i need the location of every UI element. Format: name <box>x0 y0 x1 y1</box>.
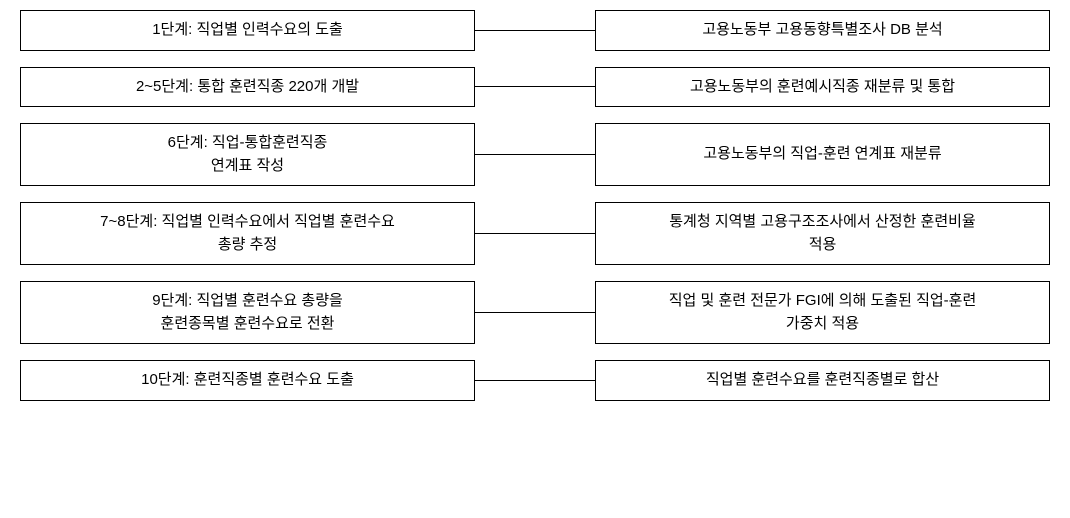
diagram-row: 9단계: 직업별 훈련수요 총량을 훈련종목별 훈련수요로 전환 직업 및 훈련… <box>20 281 1050 344</box>
stage-box-left: 2~5단계: 통합 훈련직종 220개 개발 <box>20 67 475 108</box>
process-diagram: 1단계: 직업별 인력수요의 도출 고용노동부 고용동향특별조사 DB 분석 2… <box>20 10 1050 401</box>
diagram-row: 7~8단계: 직업별 인력수요에서 직업별 훈련수요 총량 추정 통계청 지역별… <box>20 202 1050 265</box>
stage-box-left: 10단계: 훈련직종별 훈련수요 도출 <box>20 360 475 401</box>
stage-box-left: 1단계: 직업별 인력수요의 도출 <box>20 10 475 51</box>
description-box-right: 고용노동부의 훈련예시직종 재분류 및 통합 <box>595 67 1050 108</box>
diagram-row: 6단계: 직업-통합훈련직종 연계표 작성 고용노동부의 직업-훈련 연계표 재… <box>20 123 1050 186</box>
diagram-row: 2~5단계: 통합 훈련직종 220개 개발 고용노동부의 훈련예시직종 재분류… <box>20 67 1050 108</box>
description-box-right: 직업 및 훈련 전문가 FGI에 의해 도출된 직업-훈련 가중치 적용 <box>595 281 1050 344</box>
connector-line <box>475 360 595 401</box>
connector-line <box>475 202 595 265</box>
description-box-right: 통계청 지역별 고용구조조사에서 산정한 훈련비율 적용 <box>595 202 1050 265</box>
description-box-right: 고용노동부 고용동향특별조사 DB 분석 <box>595 10 1050 51</box>
stage-box-left: 9단계: 직업별 훈련수요 총량을 훈련종목별 훈련수요로 전환 <box>20 281 475 344</box>
stage-box-left: 7~8단계: 직업별 인력수요에서 직업별 훈련수요 총량 추정 <box>20 202 475 265</box>
diagram-row: 1단계: 직업별 인력수요의 도출 고용노동부 고용동향특별조사 DB 분석 <box>20 10 1050 51</box>
connector-line <box>475 123 595 186</box>
connector-line <box>475 281 595 344</box>
description-box-right: 직업별 훈련수요를 훈련직종별로 합산 <box>595 360 1050 401</box>
diagram-row: 10단계: 훈련직종별 훈련수요 도출 직업별 훈련수요를 훈련직종별로 합산 <box>20 360 1050 401</box>
description-box-right: 고용노동부의 직업-훈련 연계표 재분류 <box>595 123 1050 186</box>
connector-line <box>475 10 595 51</box>
connector-line <box>475 67 595 108</box>
stage-box-left: 6단계: 직업-통합훈련직종 연계표 작성 <box>20 123 475 186</box>
